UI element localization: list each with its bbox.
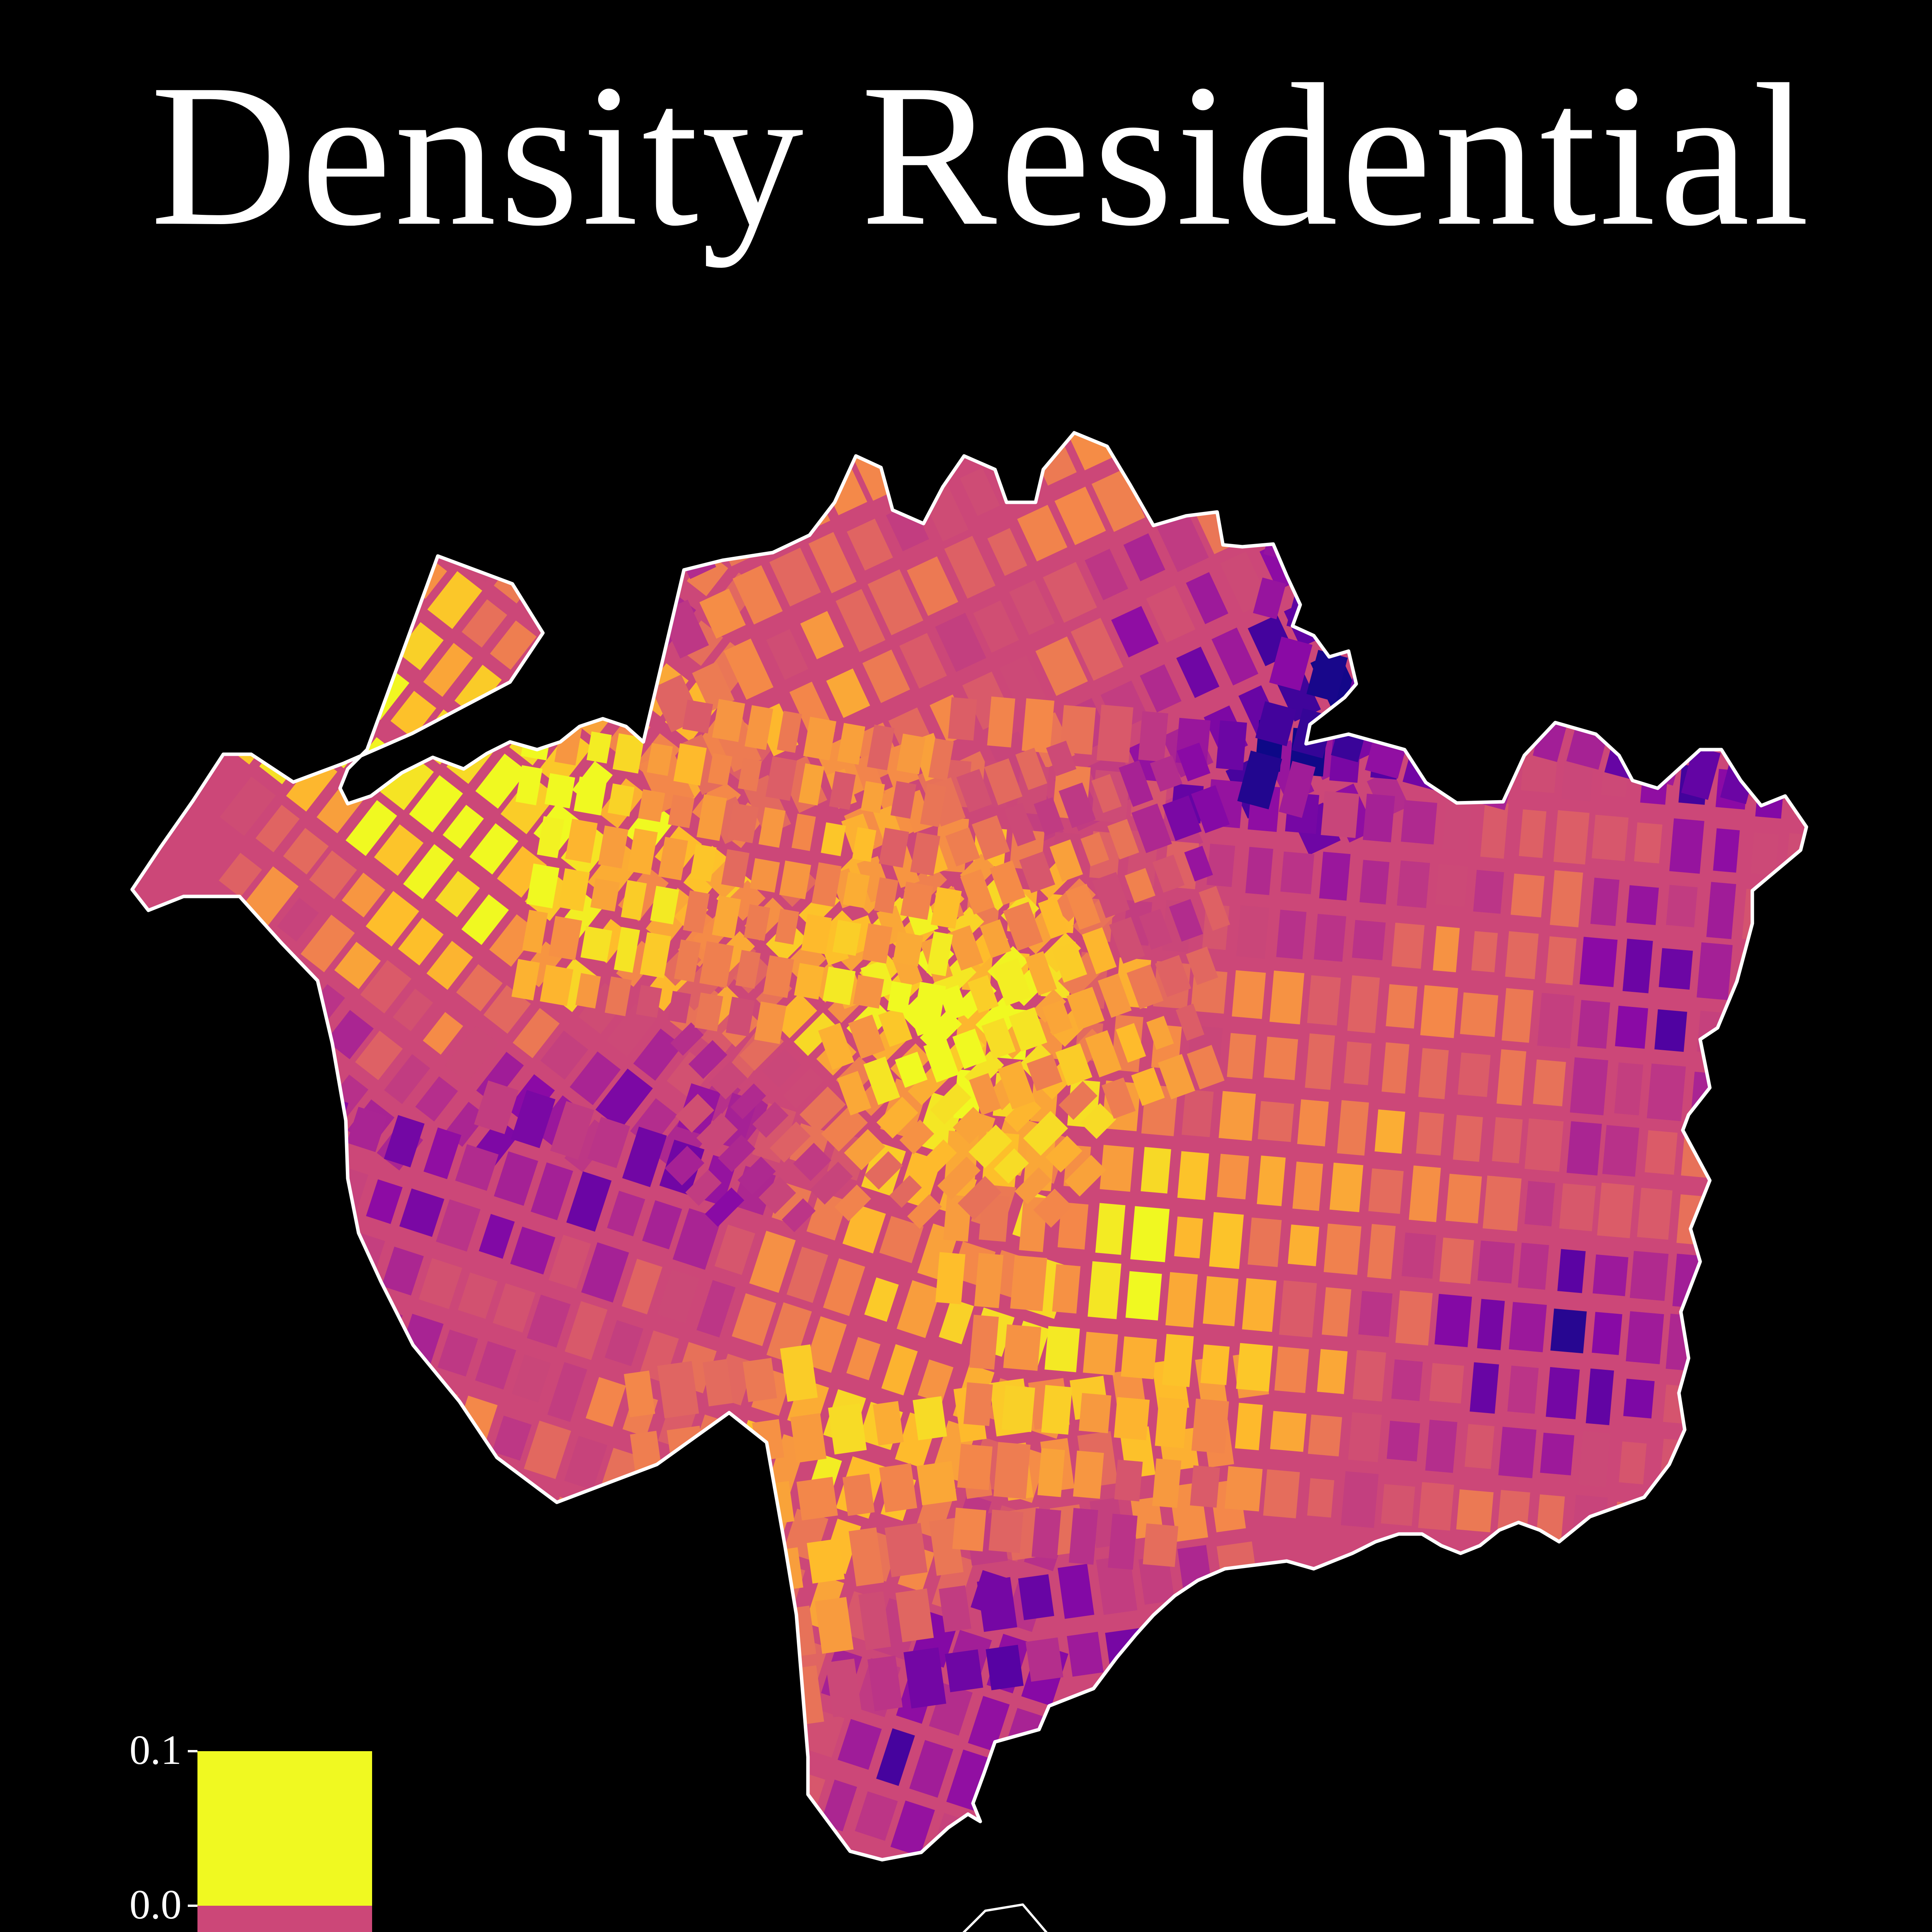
svg-text:0.0: 0.0	[129, 1882, 182, 1928]
svg-text:0.1: 0.1	[129, 1727, 182, 1773]
